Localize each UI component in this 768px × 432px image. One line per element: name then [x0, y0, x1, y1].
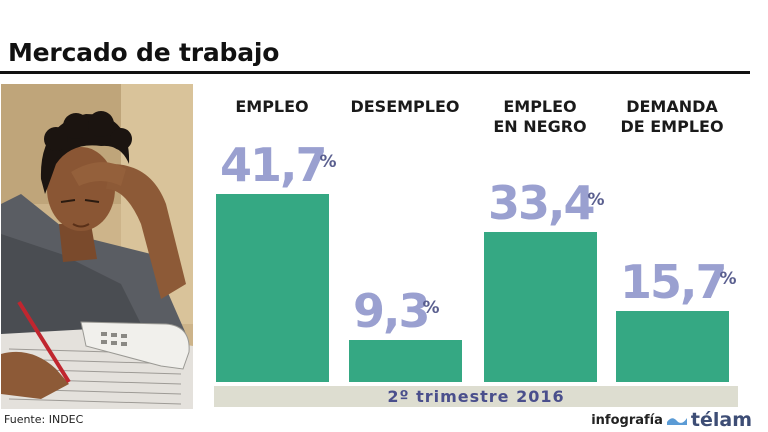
credit: infografía télam	[591, 409, 752, 431]
percent-sign-desempleo: %	[422, 298, 440, 319]
value-label-desempleo: 9,3	[353, 284, 430, 339]
value-label-empleo-en-negro: 33,4	[488, 175, 595, 230]
period-label: 2º trimestre 2016	[387, 387, 565, 406]
bar-demanda-de-empleo	[616, 311, 729, 382]
percent-sign-empleo: %	[319, 152, 337, 173]
bar-desempleo	[349, 340, 462, 382]
category-label-empleo-en-negro: EMPLEO EN NEGRO	[493, 97, 587, 136]
worried-man-photo	[1, 84, 193, 409]
bar-empleo-en-negro	[484, 231, 597, 382]
category-label-desempleo: DESEMPLEO	[350, 97, 460, 116]
percent-sign-empleo-en-negro: %	[587, 189, 605, 210]
category-label-demanda-de-empleo: DEMANDA DE EMPLEO	[620, 97, 724, 136]
value-label-demanda-de-empleo: 15,7	[620, 255, 727, 310]
credit-prefix: infografía	[591, 412, 663, 428]
percent-sign-demanda-de-empleo: %	[719, 269, 737, 290]
page-title: Mercado de trabajo	[8, 38, 280, 67]
wave-logo-icon	[666, 418, 687, 425]
credit-brand: télam	[690, 409, 752, 431]
period-band: 2º trimestre 2016	[214, 386, 738, 407]
source-note: Fuente: INDEC	[4, 413, 84, 426]
value-label-empleo: 41,7	[220, 138, 327, 193]
bar-empleo	[216, 194, 329, 382]
category-label-empleo: EMPLEO	[235, 97, 309, 116]
title-rule	[0, 71, 750, 74]
